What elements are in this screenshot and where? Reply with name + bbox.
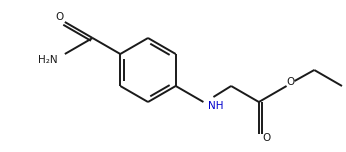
Text: O: O: [263, 133, 271, 143]
Text: O: O: [56, 12, 64, 22]
Text: O: O: [286, 77, 295, 87]
Text: H₂N: H₂N: [38, 55, 58, 65]
Text: NH: NH: [208, 101, 224, 111]
